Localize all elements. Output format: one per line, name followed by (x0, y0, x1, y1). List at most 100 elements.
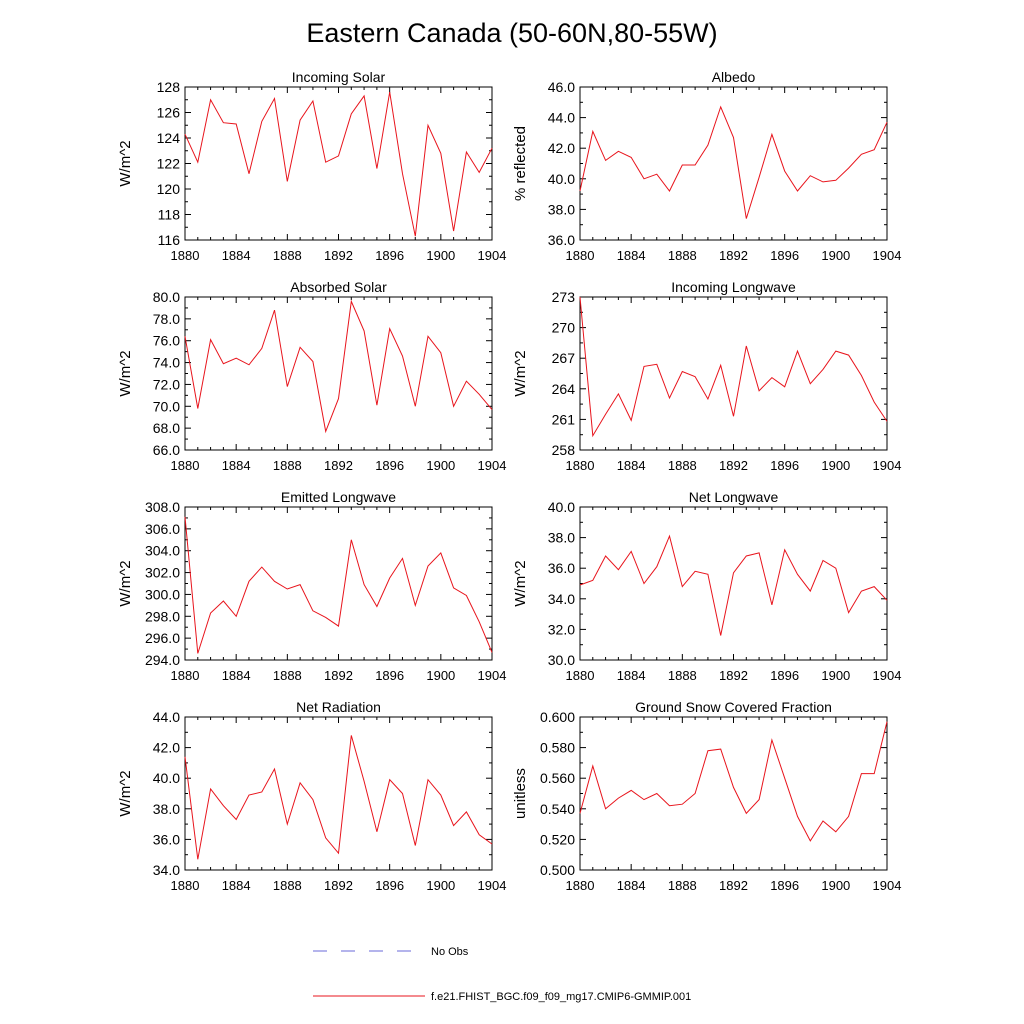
panel-emitted-longwave-ytick-label: 306.0 (145, 521, 180, 537)
panel-net-radiation-xtick-label: 1892 (324, 878, 353, 893)
panel-ground-snow-covered-fraction-xtick-label: 1880 (566, 878, 595, 893)
panel-emitted-longwave-ytick-label: 294.0 (145, 652, 180, 668)
panel-absorbed-solar-ytick-label: 70.0 (153, 398, 180, 414)
panel-albedo-ytick-label: 42.0 (548, 140, 575, 156)
panel-absorbed-solar-ytick-label: 76.0 (153, 333, 180, 349)
panel-incoming-longwave-ytick-label: 264 (552, 381, 576, 397)
panel-emitted-longwave: Emitted Longwave W/m^2 1880 1884 1888 1892 189… (117, 489, 506, 683)
panel-net-longwave-xtick-label: 1888 (668, 668, 697, 683)
panel-incoming-solar-ytick-label: 118 (158, 207, 181, 223)
panel-absorbed-solar-title: Absorbed Solar (290, 279, 387, 295)
panel-incoming-solar-title: Incoming Solar (292, 69, 386, 85)
panel-net-longwave-frame (579, 506, 888, 661)
panel-albedo-title: Albedo (712, 69, 756, 85)
panel-incoming-longwave-xtick-label: 1884 (617, 458, 646, 473)
panel-albedo-ylabel: % reflected (512, 126, 529, 201)
panel-emitted-longwave-xtick-label: 1896 (375, 668, 404, 683)
panel-emitted-longwave-ytick-label: 308.0 (145, 499, 180, 515)
panel-absorbed-solar-xtick-label: 1888 (273, 458, 302, 473)
panel-emitted-longwave-xtick-label: 1888 (273, 668, 302, 683)
panel-net-radiation-ytick-label: 36.0 (153, 831, 180, 847)
panel-net-radiation-xtick-label: 1900 (426, 878, 455, 893)
legend-model-label: f.e21.FHIST_BGC.f09_f09_mg17.CMIP6-GMMIP… (431, 991, 691, 1003)
panel-incoming-longwave-xtick-label: 1896 (770, 458, 799, 473)
panel-albedo-ytick-label: 46.0 (548, 79, 575, 95)
panel-incoming-longwave-xtick-label: 1888 (668, 458, 697, 473)
panel-emitted-longwave-ytick-label: 304.0 (145, 543, 180, 559)
panel-net-radiation-xtick-label: 1880 (171, 878, 200, 893)
panel-net-radiation-ytick-label: 42.0 (153, 740, 180, 756)
panel-emitted-longwave-ytick-label: 300.0 (145, 586, 180, 602)
panel-incoming-longwave-frame (579, 296, 888, 451)
figure-title: Eastern Canada (50-60N,80-55W) (306, 18, 717, 48)
panel-albedo-xtick-label: 1892 (719, 248, 748, 263)
panel-ground-snow-covered-fraction-xtick-label: 1892 (719, 878, 748, 893)
panel-absorbed-solar: Absorbed Solar W/m^2 1880 1884 1888 1892 1896 1… (117, 279, 506, 473)
panel-net-longwave-xtick-label: 1904 (873, 668, 902, 683)
panel-net-longwave-title: Net Longwave (689, 489, 779, 505)
panel-incoming-solar-xtick-label: 1896 (375, 248, 404, 263)
panel-ground-snow-covered-fraction-ylabel: unitless (512, 768, 529, 819)
panel-absorbed-solar-ytick-label: 66.0 (153, 442, 180, 458)
panel-grid: Incoming Solar W/m^2 1880 1884 1888 1892 1896 1… (117, 69, 901, 893)
panel-incoming-solar-ytick-label: 116 (158, 232, 181, 248)
panel-albedo: Albedo % reflected 1880 1884 1888 1892 1896 190… (512, 69, 901, 263)
panel-net-longwave-series-line (579, 534, 888, 636)
panel-albedo-xtick-label: 1884 (617, 248, 646, 263)
panel-emitted-longwave-xtick-label: 1900 (426, 668, 455, 683)
panel-albedo-xtick-label: 1888 (668, 248, 697, 263)
panel-incoming-solar-series-line (184, 92, 493, 237)
panel-net-radiation-ylabel: W/m^2 (117, 770, 134, 816)
panel-net-longwave-ytick-label: 32.0 (548, 621, 575, 637)
panel-incoming-longwave-xtick-label: 1892 (719, 458, 748, 473)
panel-albedo-xtick-label: 1880 (566, 248, 595, 263)
panel-ground-snow-covered-fraction-xtick-label: 1896 (770, 878, 799, 893)
legend: No Obs f.e21.FHIST_BGC.f09_f09_mg17.CMIP… (313, 946, 691, 1003)
panel-emitted-longwave-ytick-label: 296.0 (145, 630, 180, 646)
panel-incoming-longwave-ytick-label: 267 (552, 350, 576, 366)
panel-incoming-longwave-ytick-label: 261 (552, 411, 576, 427)
panel-albedo-xtick-label: 1896 (770, 248, 799, 263)
panel-albedo-ytick-label: 40.0 (548, 171, 575, 187)
panel-net-radiation-frame (184, 716, 493, 871)
panel-net-radiation-ytick-label: 38.0 (153, 801, 180, 817)
panel-ground-snow-covered-fraction: Ground Snow Covered Fraction unitless 1880… (512, 699, 901, 893)
panel-incoming-solar-ytick-label: 120 (157, 181, 181, 197)
panel-net-radiation-series-line (184, 735, 493, 860)
panel-net-radiation-ytick-label: 40.0 (153, 770, 180, 786)
panel-incoming-solar-xtick-label: 1888 (273, 248, 302, 263)
panel-incoming-solar-xtick-label: 1884 (222, 248, 251, 263)
panel-net-longwave-xtick-label: 1884 (617, 668, 646, 683)
panel-emitted-longwave-ylabel: W/m^2 (117, 560, 134, 606)
panel-albedo-ytick-label: 38.0 (548, 201, 575, 217)
panel-incoming-longwave-xtick-label: 1900 (821, 458, 850, 473)
panel-absorbed-solar-xtick-label: 1896 (375, 458, 404, 473)
panel-incoming-solar-xtick-label: 1880 (171, 248, 200, 263)
legend-obs-label: No Obs (431, 946, 469, 958)
panel-net-radiation-xtick-label: 1884 (222, 878, 251, 893)
panel-absorbed-solar-xtick-label: 1884 (222, 458, 251, 473)
panel-absorbed-solar-ytick-label: 68.0 (153, 420, 180, 436)
panel-incoming-solar-ytick-label: 122 (157, 156, 181, 172)
panel-net-radiation-xtick-label: 1896 (375, 878, 404, 893)
panel-incoming-longwave-ylabel: W/m^2 (512, 350, 529, 396)
panel-ground-snow-covered-fraction-xtick-label: 1888 (668, 878, 697, 893)
panel-net-radiation: Net Radiation W/m^2 1880 1884 1888 1892 1896 19… (117, 699, 506, 893)
panel-incoming-longwave-ytick-label: 273 (552, 289, 576, 305)
panel-ground-snow-covered-fraction-xtick-label: 1884 (617, 878, 646, 893)
panel-incoming-longwave-title: Incoming Longwave (671, 279, 796, 295)
panel-absorbed-solar-ytick-label: 80.0 (153, 289, 180, 305)
panel-emitted-longwave-xtick-label: 1892 (324, 668, 353, 683)
panel-incoming-solar-xtick-label: 1892 (324, 248, 353, 263)
panel-incoming-longwave-xtick-label: 1880 (566, 458, 595, 473)
panel-ground-snow-covered-fraction-ytick-label: 0.580 (540, 740, 575, 756)
panel-incoming-longwave-ytick-label: 270 (552, 320, 576, 336)
panel-ground-snow-covered-fraction-ytick-label: 0.520 (540, 831, 575, 847)
panel-absorbed-solar-ytick-label: 78.0 (153, 311, 180, 327)
panel-incoming-longwave-series-line (579, 296, 888, 438)
panel-net-longwave-ytick-label: 40.0 (548, 499, 575, 515)
panel-net-longwave-xtick-label: 1900 (821, 668, 850, 683)
panel-incoming-solar-ytick-label: 124 (157, 130, 181, 146)
panel-net-longwave-ytick-label: 38.0 (548, 530, 575, 546)
